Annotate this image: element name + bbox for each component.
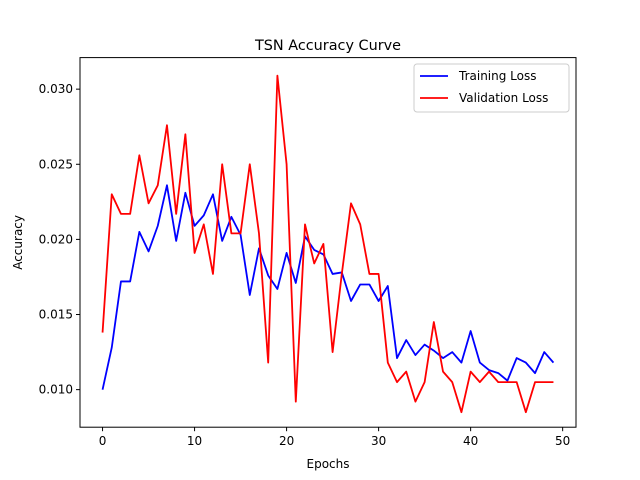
series-line-training-loss xyxy=(101,184,555,390)
x-tick-label: 0 xyxy=(99,434,107,448)
x-tick-label: 10 xyxy=(187,434,202,448)
x-tick-label: 50 xyxy=(555,434,570,448)
y-tick-label: 0.015 xyxy=(39,308,73,322)
x-axis-label: Epochs xyxy=(307,457,350,471)
y-tick-label: 0.020 xyxy=(39,232,73,246)
y-tick-label: 0.030 xyxy=(39,82,73,96)
y-tick-label: 0.010 xyxy=(39,383,73,397)
legend-label-training: Training Loss xyxy=(458,69,536,83)
x-tick-label: 40 xyxy=(463,434,478,448)
legend: Training Loss Validation Loss xyxy=(413,63,570,113)
plot-lines xyxy=(101,74,555,414)
axes-frame xyxy=(79,57,577,428)
series-line-validation-loss xyxy=(101,74,554,414)
legend-label-validation: Validation Loss xyxy=(459,91,548,105)
x-axis-ticks: 0 10 20 30 40 50 xyxy=(99,427,570,448)
y-tick-label: 0.025 xyxy=(39,157,73,171)
chart-title: TSN Accuracy Curve xyxy=(254,38,401,54)
y-axis-label: Accuracy xyxy=(11,215,25,270)
x-tick-label: 30 xyxy=(371,434,386,448)
legend-box xyxy=(413,63,570,113)
y-axis-ticks: 0.010 0.015 0.020 0.025 0.030 xyxy=(39,82,80,397)
x-tick-label: 20 xyxy=(279,434,294,448)
